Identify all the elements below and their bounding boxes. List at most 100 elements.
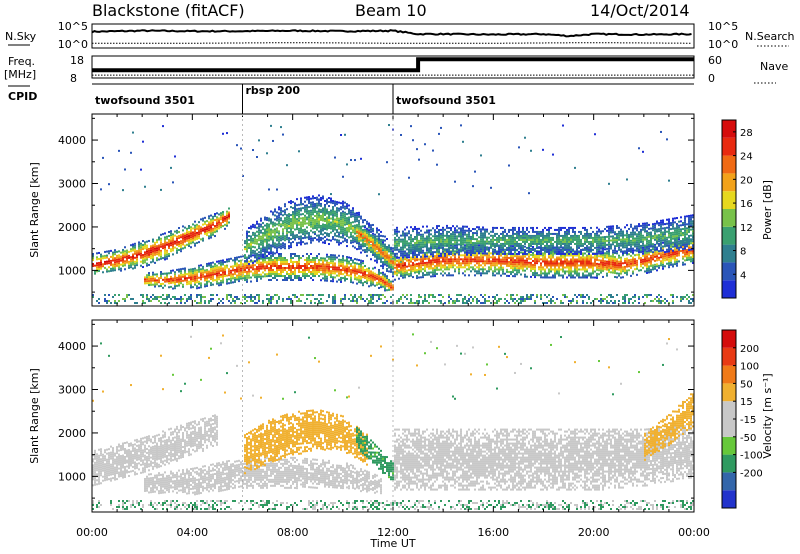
- range-cell: [514, 263, 516, 266]
- range-cell: [334, 222, 336, 225]
- range-cell: [310, 239, 312, 242]
- range-cell: [432, 247, 434, 250]
- range-cell: [324, 199, 326, 202]
- range-cell: [338, 268, 340, 271]
- range-cell: [468, 233, 470, 236]
- range-cell: [296, 265, 298, 268]
- freq-left-tick-low: 8: [70, 72, 77, 85]
- range-cell: [330, 199, 332, 202]
- range-cell: [278, 232, 280, 235]
- range-cell: [316, 218, 318, 221]
- range-cell: [530, 236, 532, 239]
- range-cell: [276, 267, 278, 270]
- range-cell: [460, 237, 462, 240]
- range-cell: [290, 298, 292, 300]
- range-cell: [328, 271, 330, 274]
- range-cell: [180, 298, 182, 300]
- range-cell: [534, 276, 536, 279]
- range-cell: [418, 294, 420, 296]
- range-cell: [240, 273, 242, 276]
- range-cell: [370, 284, 372, 287]
- range-cell: [408, 248, 410, 251]
- range-cell: [466, 237, 468, 240]
- range-cell: [258, 265, 260, 268]
- range-cell: [330, 213, 332, 216]
- range-cell: [436, 239, 438, 242]
- range-cell: [272, 277, 274, 280]
- range-cell: [388, 258, 390, 261]
- range-cell: [110, 261, 112, 264]
- range-cell: [398, 263, 400, 266]
- range-cell: [508, 230, 510, 233]
- range-cell: [144, 255, 146, 258]
- range-cell: [152, 294, 154, 296]
- range-cell: [358, 232, 360, 235]
- range-cell: [366, 268, 368, 271]
- range-cell: [540, 244, 542, 247]
- range-cell: [238, 280, 240, 283]
- range-cell: [144, 259, 146, 262]
- range-cell: [402, 268, 404, 271]
- range-cell: [516, 242, 518, 245]
- range-cell: [500, 260, 502, 263]
- range-cell: [274, 277, 276, 280]
- range-cell: [242, 174, 244, 177]
- range-cell: [276, 247, 278, 250]
- range-cell: [328, 235, 330, 238]
- range-cell: [134, 264, 136, 267]
- range-cell: [122, 250, 124, 253]
- range-cell: [250, 227, 252, 230]
- range-cell: [326, 218, 328, 221]
- range-cell: [292, 237, 294, 240]
- range-cell: [250, 243, 252, 246]
- range-cell: [408, 302, 410, 304]
- range-cell: [346, 229, 348, 232]
- range-cell: [430, 251, 432, 254]
- range-cell: [128, 262, 130, 265]
- range-cell: [300, 227, 302, 230]
- range-cell: [456, 231, 458, 234]
- range-cell: [250, 300, 252, 302]
- range-cell: [306, 218, 308, 221]
- range-cell: [424, 143, 426, 146]
- range-cell: [536, 250, 538, 253]
- range-cell: [324, 207, 326, 210]
- range-cell: [330, 209, 332, 212]
- range-cell: [402, 302, 404, 304]
- range-cell: [314, 211, 316, 214]
- range-cell: [266, 218, 268, 221]
- range-cell: [338, 274, 340, 277]
- range-cell: [436, 272, 438, 275]
- range-cell: [448, 234, 450, 237]
- range-cell: [194, 244, 196, 247]
- range-cell: [286, 298, 288, 300]
- range-cell: [170, 244, 172, 247]
- range-cell: [108, 258, 110, 261]
- range-cell: [276, 215, 278, 218]
- range-cell: [506, 264, 508, 267]
- range-cell: [302, 203, 304, 206]
- range-cell: [370, 300, 372, 302]
- range-cell: [162, 243, 164, 246]
- range-cell: [286, 164, 288, 167]
- range-cell: [340, 270, 342, 273]
- range-cell: [358, 223, 360, 226]
- range-cell: [380, 256, 382, 259]
- range-cell: [436, 237, 438, 240]
- range-cell: [356, 220, 358, 223]
- range-cell: [300, 279, 302, 282]
- range-cell: [534, 250, 536, 253]
- range-cell: [326, 210, 328, 213]
- range-cell: [416, 237, 418, 240]
- range-cell: [474, 260, 476, 263]
- range-cell: [356, 230, 358, 233]
- range-cell: [540, 296, 542, 298]
- range-cell: [164, 254, 166, 257]
- range-cell: [390, 288, 392, 291]
- range-cell: [344, 237, 346, 240]
- range-cell: [254, 268, 256, 271]
- range-cell: [302, 219, 304, 222]
- range-cell: [350, 221, 352, 224]
- range-cell: [436, 260, 438, 263]
- range-cell: [460, 233, 462, 236]
